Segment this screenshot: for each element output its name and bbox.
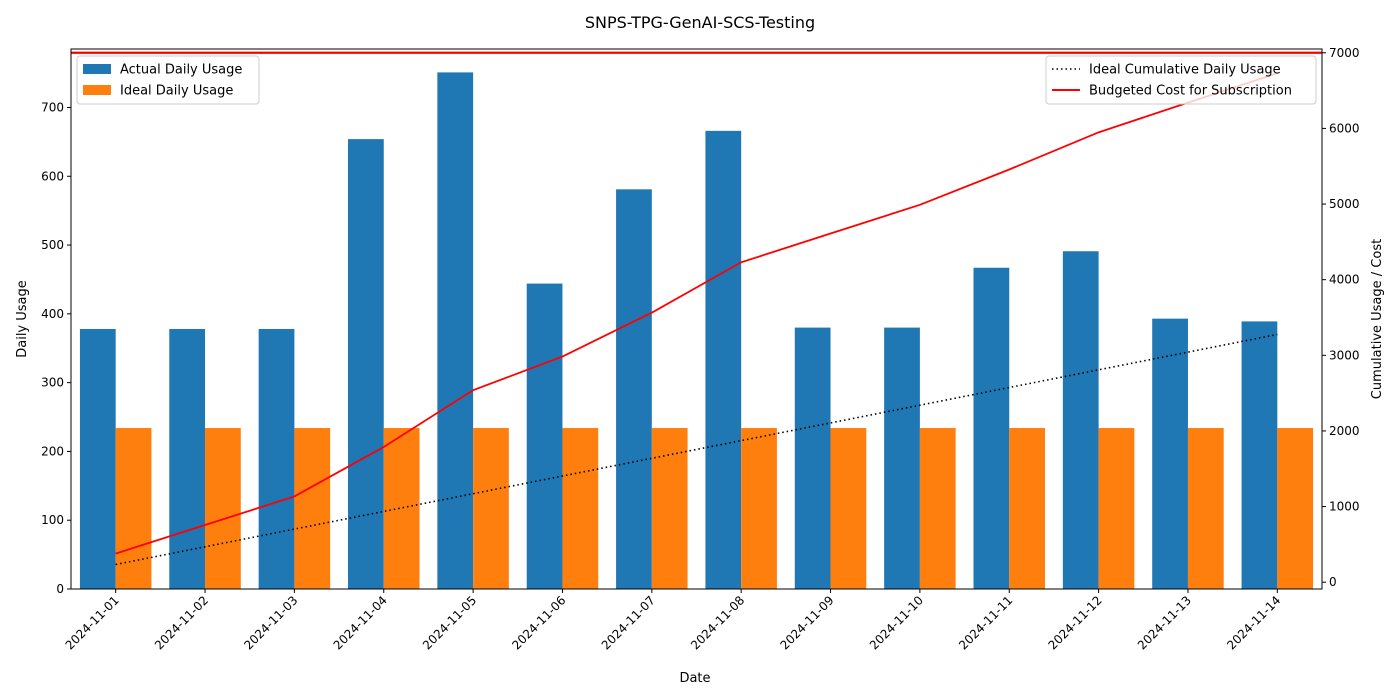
- y-tick-label-right: 3000: [1329, 348, 1360, 362]
- legend-label: Budgeted Cost for Subscription: [1089, 84, 1292, 99]
- y-tick-label-left: 400: [41, 307, 64, 321]
- bar-ideal-7: [651, 428, 688, 589]
- legends-layer: Actual Daily Usage Ideal Daily Usage Ideal…: [76, 55, 1317, 105]
- actual-cumulative-line: [115, 72, 1278, 555]
- y-tick-label-left: 500: [41, 238, 64, 252]
- bar-ideal-6: [562, 428, 599, 589]
- x-tick-label: 2024-11-13: [1135, 593, 1194, 652]
- bar-ideal-2: [205, 428, 241, 589]
- bar-ideal-1: [115, 428, 152, 589]
- y-tick-label-right: 1000: [1329, 500, 1360, 514]
- lines-layer: [71, 51, 1322, 566]
- legend-right-box: [1045, 55, 1317, 105]
- bar-ideal-5: [473, 428, 509, 589]
- legend-swatch: [83, 85, 111, 95]
- bar-ideal-12: [1098, 428, 1135, 589]
- bar-ideal-9: [830, 428, 867, 589]
- plot-frame: [70, 48, 1323, 590]
- x-tick-label: 2024-11-03: [241, 593, 300, 652]
- y-tick-label-left: 700: [41, 100, 64, 114]
- x-tick-label: 2024-11-10: [867, 593, 926, 652]
- legend-label: Ideal Daily Usage: [120, 84, 233, 99]
- bar-actual-5: [437, 72, 474, 589]
- bar-ideal-8: [741, 428, 777, 589]
- x-tick-label: 2024-11-02: [152, 593, 211, 652]
- bar-ideal-3: [294, 428, 331, 589]
- y-tick-label-right: 6000: [1329, 121, 1360, 135]
- y-tick-label-left: 600: [41, 169, 64, 183]
- chart-title: SNPS-TPG-GenAI-SCS-Testing: [585, 13, 815, 32]
- y-axis-label-right: Cumulative Usage / Cost: [1370, 239, 1385, 399]
- y-tick-label-left: 100: [41, 513, 64, 527]
- bar-actual-10: [884, 327, 920, 589]
- ideal-cumulative-line: [115, 333, 1278, 566]
- x-tick-label: 2024-11-12: [1046, 593, 1105, 652]
- y-tick-label-right: 2000: [1329, 424, 1360, 438]
- x-tick-label: 2024-11-07: [599, 593, 658, 652]
- bars-layer: [79, 72, 1314, 590]
- legend-label: Actual Daily Usage: [120, 63, 242, 78]
- y-tick-label-right: 0: [1329, 575, 1337, 589]
- x-tick-label: 2024-11-11: [956, 593, 1015, 652]
- legend-left: Actual Daily Usage Ideal Daily Usage: [76, 55, 260, 105]
- bar-actual-9: [794, 327, 831, 589]
- bar-actual-3: [258, 328, 295, 589]
- bar-actual-12: [1062, 251, 1099, 589]
- y-tick-label-left: 0: [56, 582, 64, 596]
- y-tick-label-left: 200: [41, 444, 64, 458]
- x-tick-label: 2024-11-08: [688, 593, 747, 652]
- bar-ideal-14: [1277, 428, 1314, 589]
- bar-actual-11: [973, 267, 1010, 589]
- bar-actual-7: [616, 189, 652, 589]
- x-tick-label: 2024-11-05: [420, 593, 479, 652]
- legend-right: Ideal Cumulative Daily Usage Budgeted Cos…: [1045, 55, 1317, 105]
- bar-actual-8: [705, 130, 742, 590]
- bar-actual-1: [79, 328, 116, 589]
- bar-actual-13: [1152, 318, 1188, 589]
- y-tick-label-right: 7000: [1329, 46, 1360, 60]
- bar-actual-2: [169, 328, 206, 589]
- x-tick-label: 2024-11-14: [1224, 593, 1283, 652]
- x-tick-label: 2024-11-01: [63, 593, 122, 652]
- bar-ideal-11: [1009, 428, 1045, 589]
- bar-ideal-4: [383, 428, 420, 589]
- bar-actual-4: [348, 139, 384, 589]
- bar-ideal-10: [919, 428, 956, 589]
- y-tick-label-right: 5000: [1329, 197, 1360, 211]
- x-tick-label: 2024-11-09: [777, 593, 836, 652]
- legend-label: Ideal Cumulative Daily Usage: [1089, 63, 1281, 78]
- bar-ideal-13: [1187, 428, 1224, 589]
- y-tick-label-right: 4000: [1329, 273, 1360, 287]
- y-axis-label-left: Daily Usage: [15, 280, 30, 358]
- y-tick-label-left: 300: [41, 376, 64, 390]
- bar-actual-6: [526, 283, 563, 589]
- x-tick-label: 2024-11-06: [509, 593, 568, 652]
- legend-left-box: [76, 55, 260, 105]
- bar-actual-14: [1241, 321, 1278, 589]
- x-tick-label: 2024-11-04: [331, 593, 390, 652]
- legend-swatch: [83, 64, 111, 74]
- x-axis-label: Date: [679, 671, 710, 686]
